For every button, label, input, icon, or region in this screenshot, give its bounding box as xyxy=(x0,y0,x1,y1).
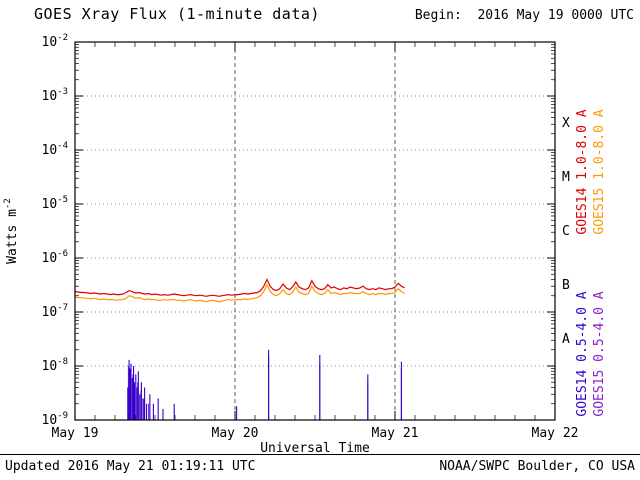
y-tick-label: 10-2 xyxy=(42,33,69,50)
y-axis-title: Watts m-2 xyxy=(3,198,20,264)
x-tick-label: May 20 xyxy=(212,426,259,441)
updated-timestamp: Updated 2016 May 21 01:19:11 UTC xyxy=(5,459,256,474)
flare-class-label-C: C xyxy=(562,224,570,239)
xray-flux-chart: 10-9 10-8 10-7 10-6 10-5 10-4 10-3 10-2 May 19 Ma… xyxy=(3,33,607,455)
legend-goes15-short: GOES15 0.5-4.0 A xyxy=(592,291,607,416)
flare-class-label-A: A xyxy=(562,332,570,347)
y-tick-label: 10-7 xyxy=(42,303,69,320)
plot-frame xyxy=(74,41,556,421)
y-tick-label: 10-3 xyxy=(42,87,69,104)
x-axis-title: Universal Time xyxy=(260,441,370,455)
footer-divider xyxy=(0,454,640,455)
series-goes14-short xyxy=(127,349,402,420)
source-credit: NOAA/SWPC Boulder, CO USA xyxy=(439,459,635,474)
legend-goes14-long: GOES14 1.0-8.0 A xyxy=(575,109,590,234)
series-goes14-long xyxy=(74,278,405,297)
legend-goes14-short: GOES14 0.5-4.0 A xyxy=(575,291,590,416)
flare-class-label-M: M xyxy=(562,170,570,185)
gridlines xyxy=(75,42,555,420)
series-goes15-long xyxy=(74,283,405,303)
y-tick-label: 10-6 xyxy=(42,249,69,266)
y-tick-label: 10-8 xyxy=(42,357,69,374)
flare-class-label-X: X xyxy=(562,116,570,131)
x-tick-label: May 21 xyxy=(372,426,419,441)
x-tick-label: May 22 xyxy=(532,426,579,441)
axis-ticks xyxy=(74,41,556,421)
x-tick-label: May 19 xyxy=(52,426,99,441)
y-tick-label: 10-9 xyxy=(42,411,69,428)
y-tick-label: 10-4 xyxy=(42,141,69,158)
flare-class-label-B: B xyxy=(562,278,570,293)
y-tick-label: 10-5 xyxy=(42,195,69,212)
axis-labels: 10-9 10-8 10-7 10-6 10-5 10-4 10-3 10-2 May 19 Ma… xyxy=(3,33,607,455)
legend-goes15-long: GOES15 1.0-8.0 A xyxy=(592,109,607,234)
series-group xyxy=(74,278,405,420)
begin-timestamp: Begin: 2016 May 19 0000 UTC xyxy=(414,8,634,23)
series-goes15-short xyxy=(127,356,402,420)
chart-title: GOES Xray Flux (1-minute data) xyxy=(34,5,320,23)
